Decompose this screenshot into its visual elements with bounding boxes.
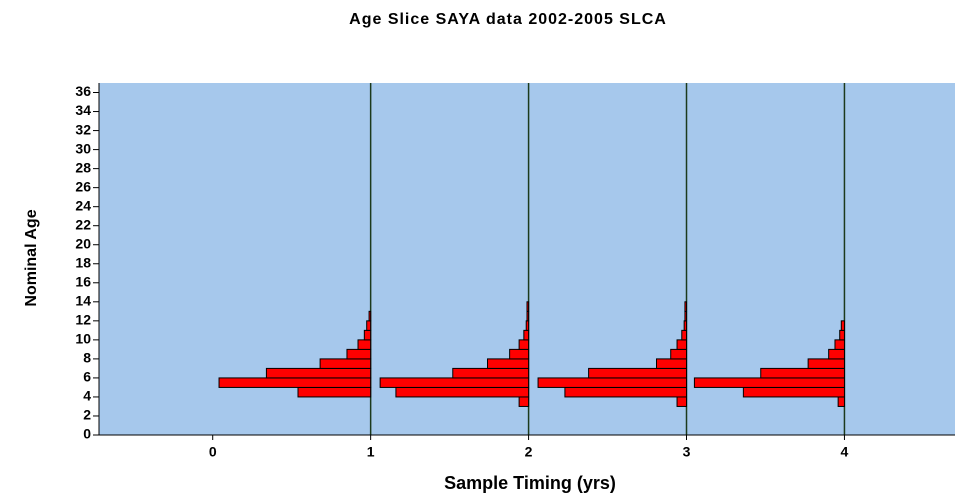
x-tick-label: 1: [367, 444, 375, 460]
bar: [395, 386, 530, 398]
bar: [837, 396, 845, 407]
bar: [684, 301, 688, 312]
bar: [670, 348, 688, 360]
bar: [518, 339, 530, 350]
x-tick-label: 2: [525, 444, 533, 460]
bar: [839, 329, 845, 341]
bar: [656, 358, 688, 369]
bar: [840, 320, 845, 331]
y-tick-label: 24: [75, 197, 91, 213]
y-tick-label: 14: [75, 293, 91, 309]
bar: [297, 386, 372, 398]
bar: [834, 339, 845, 350]
bar: [676, 396, 688, 407]
bar: [218, 377, 372, 388]
y-tick-label: 36: [75, 83, 91, 99]
x-tick-label: 4: [841, 444, 849, 460]
bar: [368, 310, 372, 322]
bar: [357, 339, 372, 350]
y-tick-label: 34: [75, 102, 91, 118]
bar: [525, 320, 530, 331]
bar: [265, 367, 372, 379]
bar: [760, 367, 845, 379]
bar: [526, 310, 530, 322]
bar: [363, 329, 372, 341]
bar: [518, 396, 530, 407]
bar: [683, 320, 688, 331]
bar: [487, 358, 530, 369]
bar: [676, 339, 688, 350]
bar: [807, 358, 845, 369]
bar: [452, 367, 530, 379]
y-tick-label: 12: [75, 312, 91, 328]
bar: [319, 358, 372, 369]
y-tick-label: 8: [83, 350, 91, 366]
bar: [537, 377, 688, 388]
y-tick-label: 32: [75, 121, 91, 137]
y-tick-label: 22: [75, 216, 91, 232]
y-tick-label: 4: [83, 388, 91, 404]
bar: [681, 329, 688, 341]
y-tick-label: 0: [83, 426, 91, 442]
bar: [684, 310, 688, 322]
x-tick-label: 0: [209, 444, 217, 460]
bar: [366, 320, 372, 331]
y-tick-label: 2: [83, 407, 91, 423]
y-tick-label: 18: [75, 254, 91, 270]
y-tick-label: 30: [75, 140, 91, 156]
y-tick-label: 26: [75, 178, 91, 194]
y-tick-label: 28: [75, 159, 91, 175]
bar: [564, 386, 688, 398]
bar: [509, 348, 530, 360]
y-axis-label: Nominal Age: [23, 209, 40, 306]
y-tick-label: 10: [75, 331, 91, 347]
y-tick-label: 6: [83, 369, 91, 385]
x-tick-label: 3: [683, 444, 691, 460]
chart-title: Age Slice SAYA data 2002-2005 SLCA: [349, 11, 667, 28]
bar: [742, 386, 845, 398]
bar: [346, 348, 372, 360]
bar: [588, 367, 688, 379]
bar: [526, 301, 530, 312]
y-tick-label: 16: [75, 273, 91, 289]
bar: [693, 377, 845, 388]
bar: [523, 329, 530, 341]
bar: [828, 348, 845, 360]
bar: [379, 377, 530, 388]
y-tick-label: 20: [75, 235, 91, 251]
x-axis-label: Sample Timing (yrs): [444, 473, 616, 493]
